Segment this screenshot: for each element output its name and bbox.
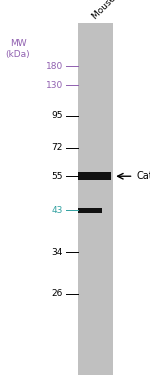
Text: 43: 43 xyxy=(52,206,63,215)
Bar xyxy=(78,208,102,213)
Text: 34: 34 xyxy=(52,247,63,257)
Bar xyxy=(78,23,112,375)
Text: 55: 55 xyxy=(51,172,63,181)
Text: Mouse kidney: Mouse kidney xyxy=(90,0,141,21)
Bar xyxy=(78,172,111,180)
Text: 26: 26 xyxy=(52,289,63,298)
Text: (kDa): (kDa) xyxy=(6,50,30,60)
Text: 72: 72 xyxy=(52,143,63,152)
Text: 180: 180 xyxy=(46,62,63,71)
Text: 130: 130 xyxy=(46,81,63,90)
Text: MW: MW xyxy=(10,39,26,48)
Text: 95: 95 xyxy=(51,111,63,120)
Text: Catalase: Catalase xyxy=(136,171,150,181)
